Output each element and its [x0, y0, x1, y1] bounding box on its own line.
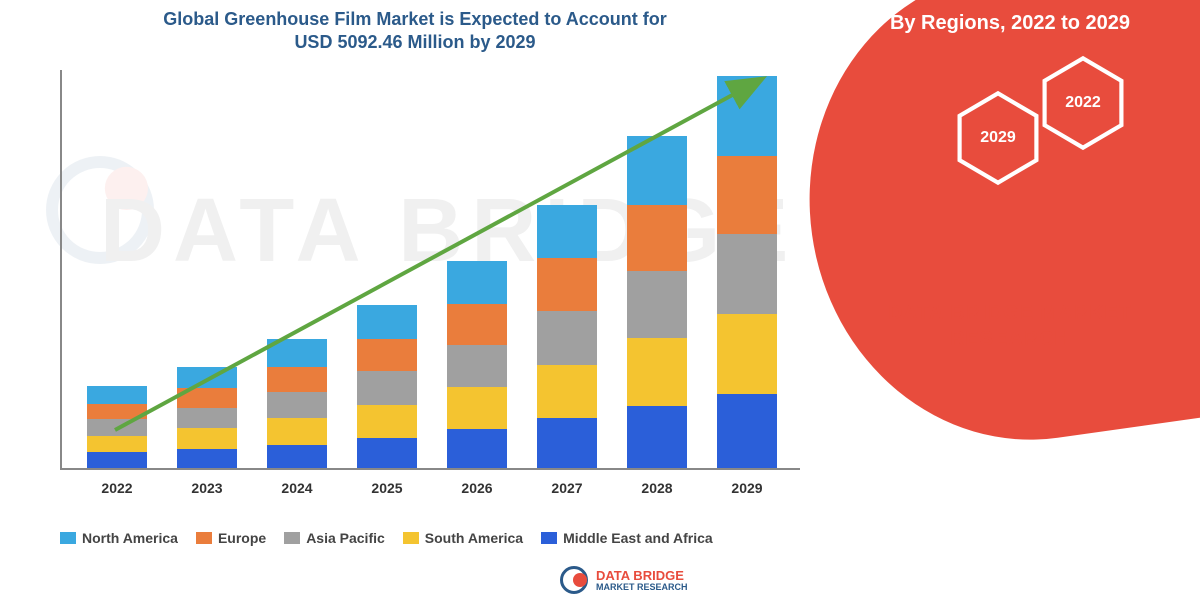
chart-title-line2: USD 5092.46 Million by 2029 — [294, 32, 535, 52]
bar-segment — [177, 449, 237, 469]
chart-title: Global Greenhouse Film Market is Expecte… — [90, 8, 740, 55]
brand-line2: RESEARCH — [950, 328, 1070, 350]
bar-segment — [537, 418, 597, 468]
right-panel: By Regions, 2022 to 2029 2029 2022 DATA … — [830, 0, 1200, 600]
legend-item: Middle East and Africa — [541, 530, 713, 546]
x-axis-label: 2029 — [717, 480, 777, 496]
bar-segment — [87, 419, 147, 436]
hexagon-2029-label: 2029 — [980, 129, 1016, 147]
x-axis-label: 2028 — [627, 480, 687, 496]
x-axis-label: 2026 — [447, 480, 507, 496]
footer-logo-icon — [560, 566, 588, 594]
legend-item: Europe — [196, 530, 266, 546]
bar-2028: 2028 — [627, 136, 687, 468]
bar-segment — [177, 428, 237, 448]
bar-segment — [447, 387, 507, 429]
bar-segment — [717, 314, 777, 394]
legend-swatch — [541, 532, 557, 544]
bar-segment — [87, 452, 147, 468]
bar-segment — [177, 367, 237, 388]
bar-segment — [537, 258, 597, 311]
brand-line1: DATA BRIDGE MARKET — [888, 302, 1132, 324]
legend-item: South America — [403, 530, 523, 546]
bar-segment — [357, 305, 417, 339]
bar-2023: 2023 — [177, 367, 237, 468]
bar-segment — [357, 371, 417, 404]
footer-logo-brand: DATA BRIDGE — [596, 569, 688, 582]
bar-segment — [177, 408, 237, 428]
legend-label: Europe — [218, 530, 266, 546]
legend-label: North America — [82, 530, 178, 546]
bar-2022: 2022 — [87, 386, 147, 468]
red-background-shape — [779, 0, 1200, 468]
footer-logo-text-wrap: DATA BRIDGE MARKET RESEARCH — [596, 569, 688, 592]
bar-segment — [537, 205, 597, 259]
legend-label: Asia Pacific — [306, 530, 385, 546]
legend-swatch — [284, 532, 300, 544]
bar-segment — [177, 388, 237, 408]
bar-segment — [627, 136, 687, 204]
bar-segment — [627, 406, 687, 468]
x-axis-label: 2027 — [537, 480, 597, 496]
x-axis-label: 2024 — [267, 480, 327, 496]
hexagon-2022-label: 2022 — [1065, 94, 1101, 112]
bar-segment — [357, 339, 417, 371]
bar-segment — [627, 338, 687, 405]
stacked-bar-plot: 2022 2023 2024 2025 2026 2027 2028 2029 — [60, 70, 800, 470]
bar-segment — [87, 386, 147, 404]
legend-label: Middle East and Africa — [563, 530, 713, 546]
bar-segment — [717, 76, 777, 156]
legend-item: Asia Pacific — [284, 530, 385, 546]
x-axis-label: 2022 — [87, 480, 147, 496]
bar-segment — [267, 392, 327, 418]
bar-segment — [87, 436, 147, 453]
bar-segment — [537, 311, 597, 365]
bar-segment — [447, 261, 507, 304]
legend-item: North America — [60, 530, 178, 546]
bar-segment — [87, 404, 147, 420]
legend-swatch — [196, 532, 212, 544]
bar-2027: 2027 — [537, 205, 597, 468]
bar-segment — [447, 429, 507, 468]
bar-2024: 2024 — [267, 339, 327, 468]
bar-2029: 2029 — [717, 76, 777, 468]
bar-2025: 2025 — [357, 305, 417, 468]
bar-segment — [717, 234, 777, 314]
chart-legend: North America Europe Asia Pacific South Ame… — [60, 530, 820, 546]
bar-segment — [537, 365, 597, 419]
x-axis-label: 2023 — [177, 480, 237, 496]
hexagon-2029: 2029 — [956, 90, 1040, 186]
legend-swatch — [60, 532, 76, 544]
bar-segment — [357, 405, 417, 438]
chart-title-line1: Global Greenhouse Film Market is Expecte… — [163, 9, 666, 29]
bar-segment — [717, 156, 777, 234]
bar-segment — [717, 394, 777, 468]
bar-segment — [267, 418, 327, 444]
bar-segment — [447, 345, 507, 387]
legend-swatch — [403, 532, 419, 544]
x-axis-label: 2025 — [357, 480, 417, 496]
brand-name: DATA BRIDGE MARKET RESEARCH — [850, 300, 1170, 352]
legend-label: South America — [425, 530, 523, 546]
bar-segment — [447, 304, 507, 345]
footer-logo-sub: MARKET RESEARCH — [596, 582, 688, 592]
bar-segment — [627, 271, 687, 338]
hexagon-2022: 2022 — [1041, 55, 1125, 151]
chart-area: 2022 2023 2024 2025 2026 2027 2028 2029 — [60, 70, 800, 510]
bar-segment — [267, 339, 327, 366]
footer-logo: DATA BRIDGE MARKET RESEARCH — [560, 566, 688, 594]
bar-segment — [357, 438, 417, 468]
bar-segment — [267, 367, 327, 392]
bar-2026: 2026 — [447, 261, 507, 468]
right-panel-title: By Regions, 2022 to 2029 — [850, 12, 1170, 35]
bar-segment — [627, 205, 687, 271]
bar-segment — [267, 445, 327, 468]
